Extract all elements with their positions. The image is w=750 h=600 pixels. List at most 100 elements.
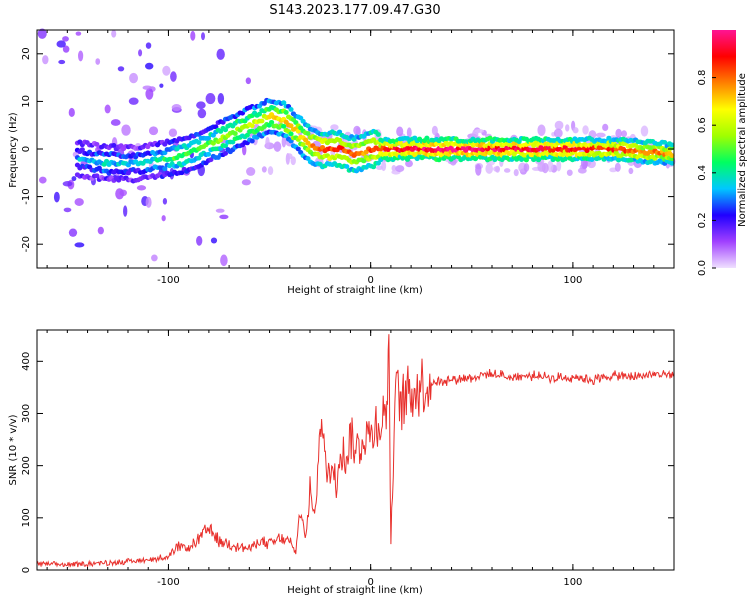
spectrogram-ridge-point [375,132,381,137]
spectrogram-ridge-point [281,100,287,106]
spectrogram-noise-point [615,128,622,139]
spectrogram-x-axis-label: Height of straight line (km) [287,285,423,296]
spectrogram-ridge-point [361,158,367,164]
spectrogram-noise-point [290,156,296,166]
spectrogram-ridge-point [256,111,263,117]
spectrogram-noise-point [145,196,152,208]
spectrogram-noise-point [168,128,178,137]
spectrogram-noise-point [162,65,171,76]
spectrogram-noise-point [62,181,73,187]
snr-y-tick-label: 400 [21,352,32,371]
spectrogram-noise-point [97,226,104,235]
snr-x-tick-label: 100 [563,577,582,588]
spectrogram-noise-point [63,207,72,213]
snr-y-axis-label: SNR (10 * v/v) [8,414,19,485]
spectrogram-noise-point [39,176,47,184]
spectrogram-noise-point [281,136,287,148]
spectrogram-noise-point [572,127,579,134]
spectrogram-noise-point [553,128,563,138]
spectrogram-y-tick-label: 10 [21,95,32,108]
spectrogram-noise-point [215,208,225,213]
spectrogram-noise-point [431,125,438,136]
snr-y-tick-label: 0 [21,567,32,573]
spectrogram-noise-point [42,55,49,65]
colorbar-tick-label: 0.8 [697,70,708,86]
spectrogram-noise-point [121,124,131,136]
spectrogram-noise-point [396,126,404,137]
spectrogram-noise-point [68,228,78,237]
spectrogram-noise-point [197,108,207,119]
spectrogram-ridge-point [259,118,265,124]
spectrogram-ridge-point [196,155,202,161]
spectrogram-noise-point [190,30,196,41]
spectrogram-noise-point [217,92,225,105]
spectrogram-noise-point [602,123,609,132]
spectrogram-noise-point [220,254,228,267]
spectrogram-noise-point [216,48,225,60]
spectrogram-noise-point [391,164,397,172]
spectrogram-noise-point [145,42,152,49]
snr-y-ticks: 0 100 200 300 400 [21,352,674,573]
colorbar-tick-label: 0.6 [697,117,708,133]
spectrogram-noise-point [537,161,545,172]
spectrogram-noise-point [53,191,60,203]
colorbar-tick-label: 0.4 [697,165,708,181]
spectrogram-ridge-point [222,127,229,133]
spectrogram-ridge-point [487,135,493,141]
spectrogram-ridge-point [288,107,294,112]
spectrogram-noise-point [123,205,128,217]
spectrogram-x-ticks: -100 0 100 [46,30,675,286]
colorbar-tick-label: 0.2 [697,212,708,228]
spectrogram-ridge-point [208,157,214,163]
spectrogram-noise-point [71,176,77,182]
spectrogram-marks [37,28,676,267]
snr-frame [36,329,675,571]
spectrogram-noise-point [162,198,168,205]
spectrogram-ridge-point [210,140,216,146]
spectrogram-ridge-point [213,124,219,130]
spectrogram-ridge-point [669,142,675,148]
spectrogram-noise-point [128,97,139,105]
spectrogram-noise-point [565,124,570,132]
spectrogram-noise-point [119,189,128,197]
spectrogram-ridge-point [424,135,430,141]
spectrogram-noise-point [62,45,70,53]
spectrogram-noise-point [196,101,206,109]
spectrogram-noise-point [261,166,267,173]
spectrogram-noise-point [474,128,485,134]
spectrogram-y-tick-label: -20 [21,236,32,252]
snr-y-tick-label: 300 [21,404,32,423]
spectrogram-noise-point [138,49,143,57]
snr-series-line [36,334,675,568]
spectrogram-noise-point [104,104,111,114]
spectrogram-ridge-point [281,123,287,129]
spectrogram-ridge-point [436,157,442,163]
colorbar-tick-label: 0.0 [697,260,708,276]
spectrogram-noise-point [142,85,153,90]
spectrogram-ridge-point [669,153,675,159]
spectrogram-noise-point [640,125,649,137]
spectrogram-noise-point [205,93,216,105]
spectrogram-ridge-point [669,160,675,166]
spectrogram-y-tick-label: 20 [21,47,32,60]
spectrogram-noise-point [242,144,247,156]
spectrogram-ridge-point [111,143,117,148]
spectrogram-noise-point [614,162,621,172]
spectrogram-noise-point [628,167,634,175]
colorbar-ticks: 0.0 0.2 0.4 0.6 0.8 [697,70,716,276]
spectrogram-x-tick-label: 0 [367,275,373,286]
spectrogram-ridge-point [523,157,529,163]
spectrogram-noise-point [566,169,573,176]
spectrogram-noise-point [161,215,166,222]
snr-x-tick-label: 0 [367,577,373,588]
spectrogram-noise-point [95,58,101,65]
snr-x-tick-label: -100 [157,577,180,588]
spectrogram-x-tick-label: 100 [563,275,582,286]
spectrogram-noise-point [406,127,412,138]
spectrogram-noise-point [286,153,293,160]
spectrogram-y-tick-label: 0 [21,146,32,152]
spectrogram-noise-point [117,66,125,72]
spectrogram-ridge-point [305,123,311,129]
spectrogram-ridge-point [288,131,294,137]
